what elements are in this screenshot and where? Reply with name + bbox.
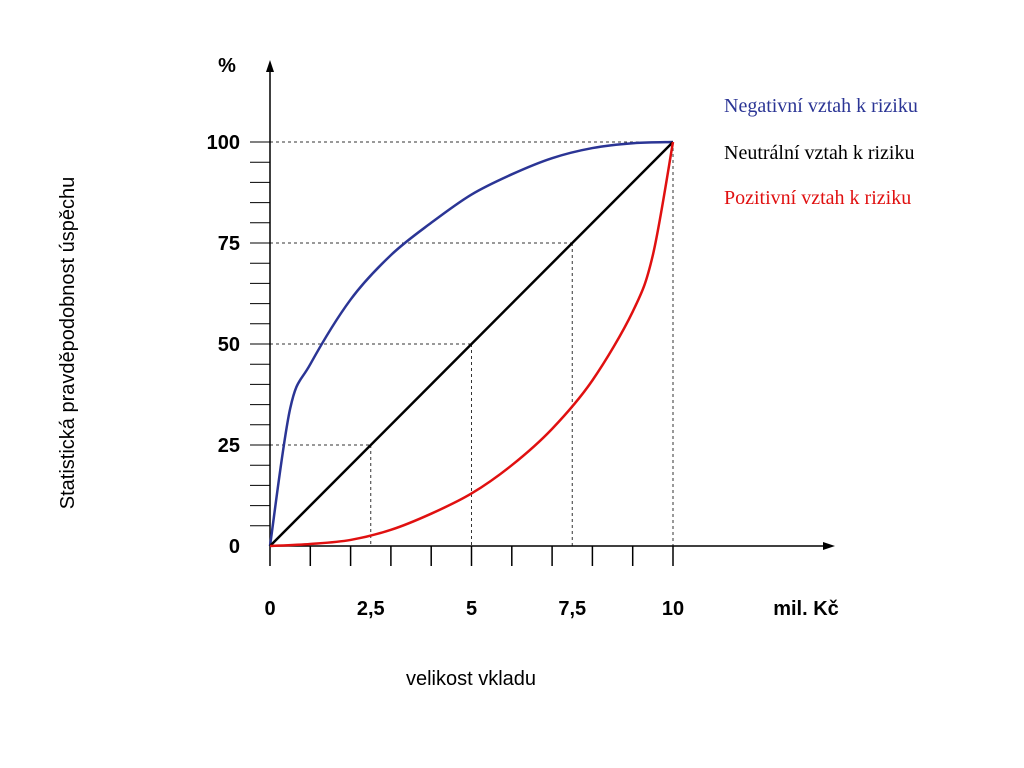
- legend: Negativní vztah k riziku Neutrální vztah …: [724, 95, 918, 209]
- series-line-negative-risk: [268, 140, 674, 547]
- x-axis-arrow: [823, 542, 835, 550]
- legend-entry-neutral-risk: Neutrální vztah k riziku: [724, 142, 915, 164]
- series-line-positive-risk: [269, 141, 675, 548]
- legend-entry-negative-risk: Negativní vztah k riziku: [724, 95, 918, 117]
- series-layer: [268, 140, 675, 548]
- y-axis-title: Statistická pravděpodobnost úspěchu: [57, 177, 79, 509]
- x-unit-label: mil. Kč: [773, 598, 839, 620]
- y-tick-label: 75: [218, 233, 240, 255]
- series-line-neutral-risk: [269, 141, 674, 547]
- x-axis-title: velikost vkladu: [406, 668, 536, 690]
- ticks: [250, 141, 674, 566]
- x-tick-label: 7,5: [558, 598, 586, 620]
- x-tick-label: 10: [662, 598, 684, 620]
- axes: [266, 60, 835, 566]
- y-tick-label: 50: [218, 334, 240, 356]
- y-tick-label: 100: [207, 132, 240, 154]
- y-axis-arrow: [266, 60, 274, 72]
- x-tick-label: 2,5: [357, 598, 385, 620]
- legend-entry-positive-risk: Pozitivní vztah k riziku: [724, 187, 911, 209]
- y-tick-label: 0: [229, 536, 240, 558]
- x-tick-label: 0: [264, 598, 275, 620]
- reference-lines: [270, 141, 674, 546]
- y-unit-label: %: [218, 55, 236, 77]
- y-tick-label: 25: [218, 435, 240, 457]
- x-tick-label: 5: [466, 598, 477, 620]
- labels: 0 25 50 75 100 0 2,5 5 7,5 10% mil. Kč velikost vkl…: [57, 55, 839, 690]
